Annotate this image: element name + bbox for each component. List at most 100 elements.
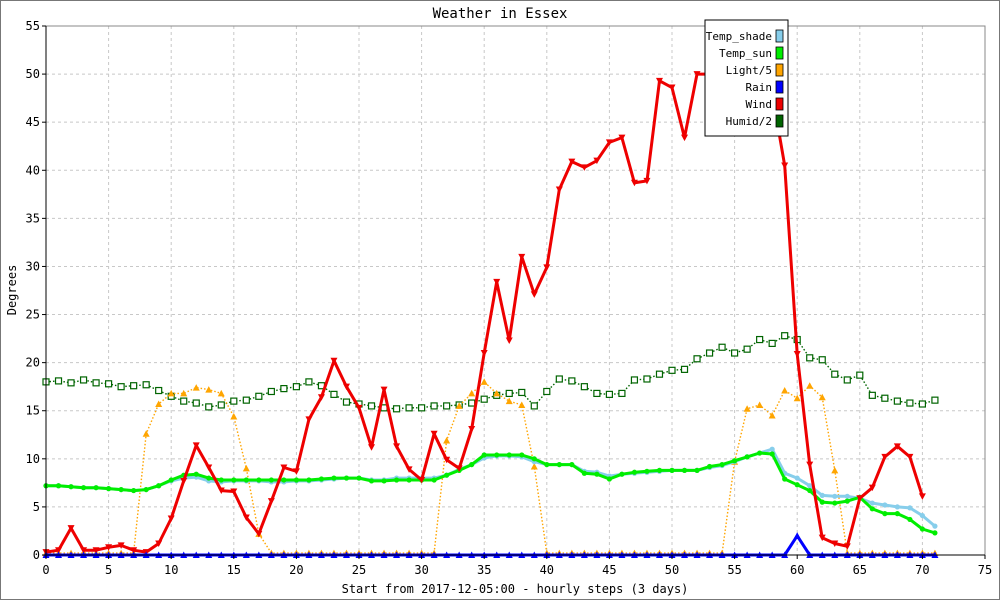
data-point-wind	[505, 337, 513, 345]
x-tick-label: 55	[727, 563, 741, 577]
x-tick-label: 50	[665, 563, 679, 577]
data-point-temp-sun	[444, 472, 450, 478]
data-point-wind	[681, 134, 689, 142]
data-point-temp-shade	[932, 523, 938, 529]
data-point-wind	[317, 394, 325, 401]
data-point-temp-sun	[669, 467, 675, 473]
y-tick-label: 45	[26, 115, 40, 129]
data-point-humid-2	[54, 377, 63, 385]
data-point-light-5	[530, 463, 538, 470]
data-point-wind	[580, 164, 588, 171]
data-point-wind	[180, 477, 188, 485]
data-point-temp-sun	[206, 475, 212, 481]
chart-title: Weather in Essex	[433, 6, 568, 22]
data-point-wind	[806, 461, 814, 469]
data-point-wind	[242, 514, 250, 521]
legend-swatch-rain	[775, 80, 784, 94]
data-point-wind	[455, 465, 463, 472]
data-point-temp-sun	[531, 456, 537, 462]
data-point-temp-sun	[606, 476, 613, 482]
data-point-temp-sun	[431, 477, 437, 483]
data-point-temp-sun	[168, 477, 174, 483]
data-point-humid-2	[267, 387, 275, 396]
data-point-temp-sun	[131, 487, 137, 494]
x-tick-label: 5	[105, 563, 112, 577]
data-point-light-5	[142, 430, 150, 437]
x-tick-label: 20	[289, 563, 303, 577]
data-point-humid-2	[768, 339, 776, 347]
data-point-wind	[906, 453, 914, 461]
data-point-temp-shade	[807, 483, 813, 489]
data-point-humid-2	[580, 383, 588, 391]
data-point-wind	[92, 547, 100, 554]
data-point-humid-2	[655, 370, 664, 378]
data-point-light-5	[468, 389, 476, 397]
y-tick-label: 25	[26, 308, 40, 322]
series-temp-sun	[43, 450, 938, 536]
data-point-wind	[117, 542, 125, 549]
data-point-temp-sun	[844, 498, 850, 504]
data-point-light-5	[443, 437, 451, 444]
data-point-temp-sun	[656, 467, 663, 473]
data-point-temp-sun	[894, 511, 900, 517]
data-point-rain	[793, 532, 801, 539]
data-point-temp-sun	[281, 477, 287, 483]
data-point-humid-2	[280, 385, 288, 393]
legend-swatch-temp-shade	[775, 29, 784, 43]
data-point-temp-sun	[782, 476, 788, 482]
data-point-wind	[530, 291, 538, 298]
data-point-temp-sun	[544, 461, 550, 468]
data-point-humid-2	[818, 356, 826, 364]
data-point-light-5	[180, 389, 188, 397]
data-point-temp-shade	[844, 493, 850, 499]
data-point-wind	[468, 426, 476, 433]
data-point-wind	[868, 484, 876, 492]
data-point-wind	[342, 383, 350, 391]
data-point-wind	[518, 253, 526, 261]
data-point-humid-2	[730, 349, 739, 357]
y-tick-label: 40	[26, 163, 40, 177]
y-tick-label: 5	[33, 500, 40, 514]
data-point-temp-shade	[894, 504, 900, 510]
x-tick-label: 35	[477, 563, 491, 577]
data-point-humid-2	[555, 375, 563, 383]
data-point-temp-sun	[243, 477, 249, 483]
data-point-wind	[368, 444, 376, 451]
data-point-light-5	[493, 389, 501, 397]
data-point-wind	[305, 416, 313, 423]
data-point-humid-2	[255, 392, 263, 400]
data-point-humid-2	[693, 355, 701, 363]
data-point-light-5	[155, 400, 163, 407]
data-point-light-5	[217, 389, 225, 397]
data-point-humid-2	[756, 335, 764, 344]
data-point-humid-2	[856, 371, 864, 379]
data-point-temp-sun	[832, 500, 838, 506]
data-point-humid-2	[518, 388, 526, 397]
data-point-temp-sun	[469, 461, 475, 468]
legend-label-rain: Rain	[746, 81, 773, 94]
data-point-wind	[330, 357, 338, 365]
data-point-humid-2	[718, 343, 726, 351]
x-tick-label: 40	[540, 563, 554, 577]
data-point-temp-sun	[356, 475, 362, 481]
data-point-wind	[818, 534, 826, 542]
data-point-humid-2	[643, 375, 651, 383]
data-point-wind	[443, 456, 451, 464]
data-point-temp-shade	[819, 492, 825, 498]
data-point-wind	[693, 71, 701, 78]
data-point-temp-sun	[268, 477, 274, 483]
data-point-wind	[643, 177, 651, 185]
data-point-temp-shade	[907, 505, 913, 511]
data-point-light-5	[505, 397, 513, 405]
data-point-light-5	[480, 378, 488, 385]
x-tick-label: 75	[978, 563, 992, 577]
data-point-humid-2	[79, 376, 88, 384]
data-point-humid-2	[630, 376, 639, 384]
data-point-temp-sun	[193, 471, 199, 477]
grid-lines	[46, 26, 985, 555]
data-point-humid-2	[342, 398, 351, 406]
data-point-temp-sun	[368, 478, 375, 484]
legend-swatch-wind	[775, 97, 784, 111]
data-point-humid-2	[868, 391, 876, 399]
data-point-temp-sun	[331, 475, 337, 481]
